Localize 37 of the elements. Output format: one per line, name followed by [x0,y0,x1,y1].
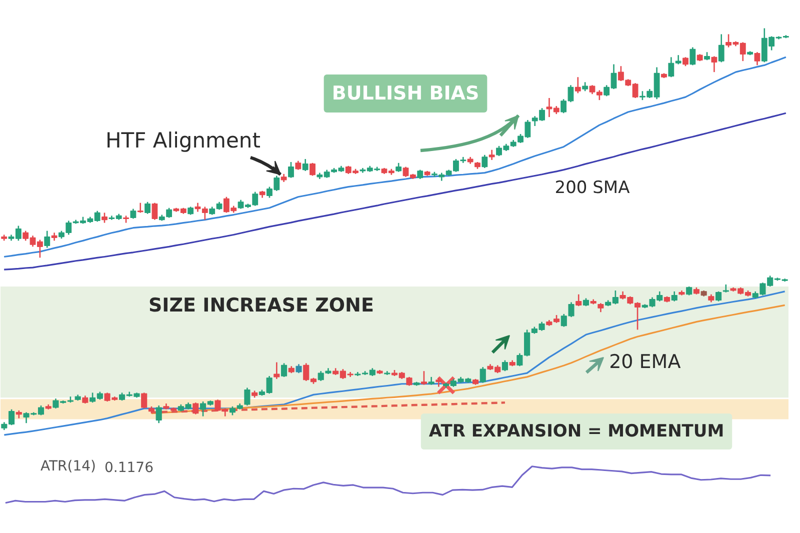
candlestick [137,202,144,214]
series-label: 20 EMA [609,350,681,373]
candlestick [502,360,508,372]
band-label: SIZE INCREASE ZONE [148,294,374,316]
candlestick [141,392,148,410]
candlestick [718,34,724,63]
candlestick [281,362,288,378]
candlestick [192,402,199,415]
annotation: ATR EXPANSION = MOMENTUM [428,422,724,442]
candlestick [302,158,308,172]
annotation: 0.1176 [104,460,154,476]
candlestick [482,154,488,169]
candlestick [417,169,424,180]
candlestick [488,149,495,161]
candlestick [144,201,150,215]
candlestick [156,404,162,424]
annotation: ATR(14) [40,458,96,474]
candlestick [152,202,158,220]
candlestick [274,362,280,380]
candlestick [716,290,722,302]
candlestick [671,290,678,302]
candlestick [102,212,108,224]
candlestick [480,366,486,384]
annotation: HTF Alignment [106,128,260,152]
candlestick [310,162,316,176]
candlestick [130,208,136,220]
candlestick [711,56,718,73]
candlestick [44,230,50,248]
candlestick [288,161,294,178]
candlestick [420,370,427,386]
candlestick [690,46,696,66]
annotation: BULLISH BIAS [332,82,480,104]
candlestick [244,387,250,406]
series-label: 200 SMA [554,178,630,198]
candlestick [574,76,581,94]
candlestick [576,294,582,307]
candlestick [754,51,760,66]
